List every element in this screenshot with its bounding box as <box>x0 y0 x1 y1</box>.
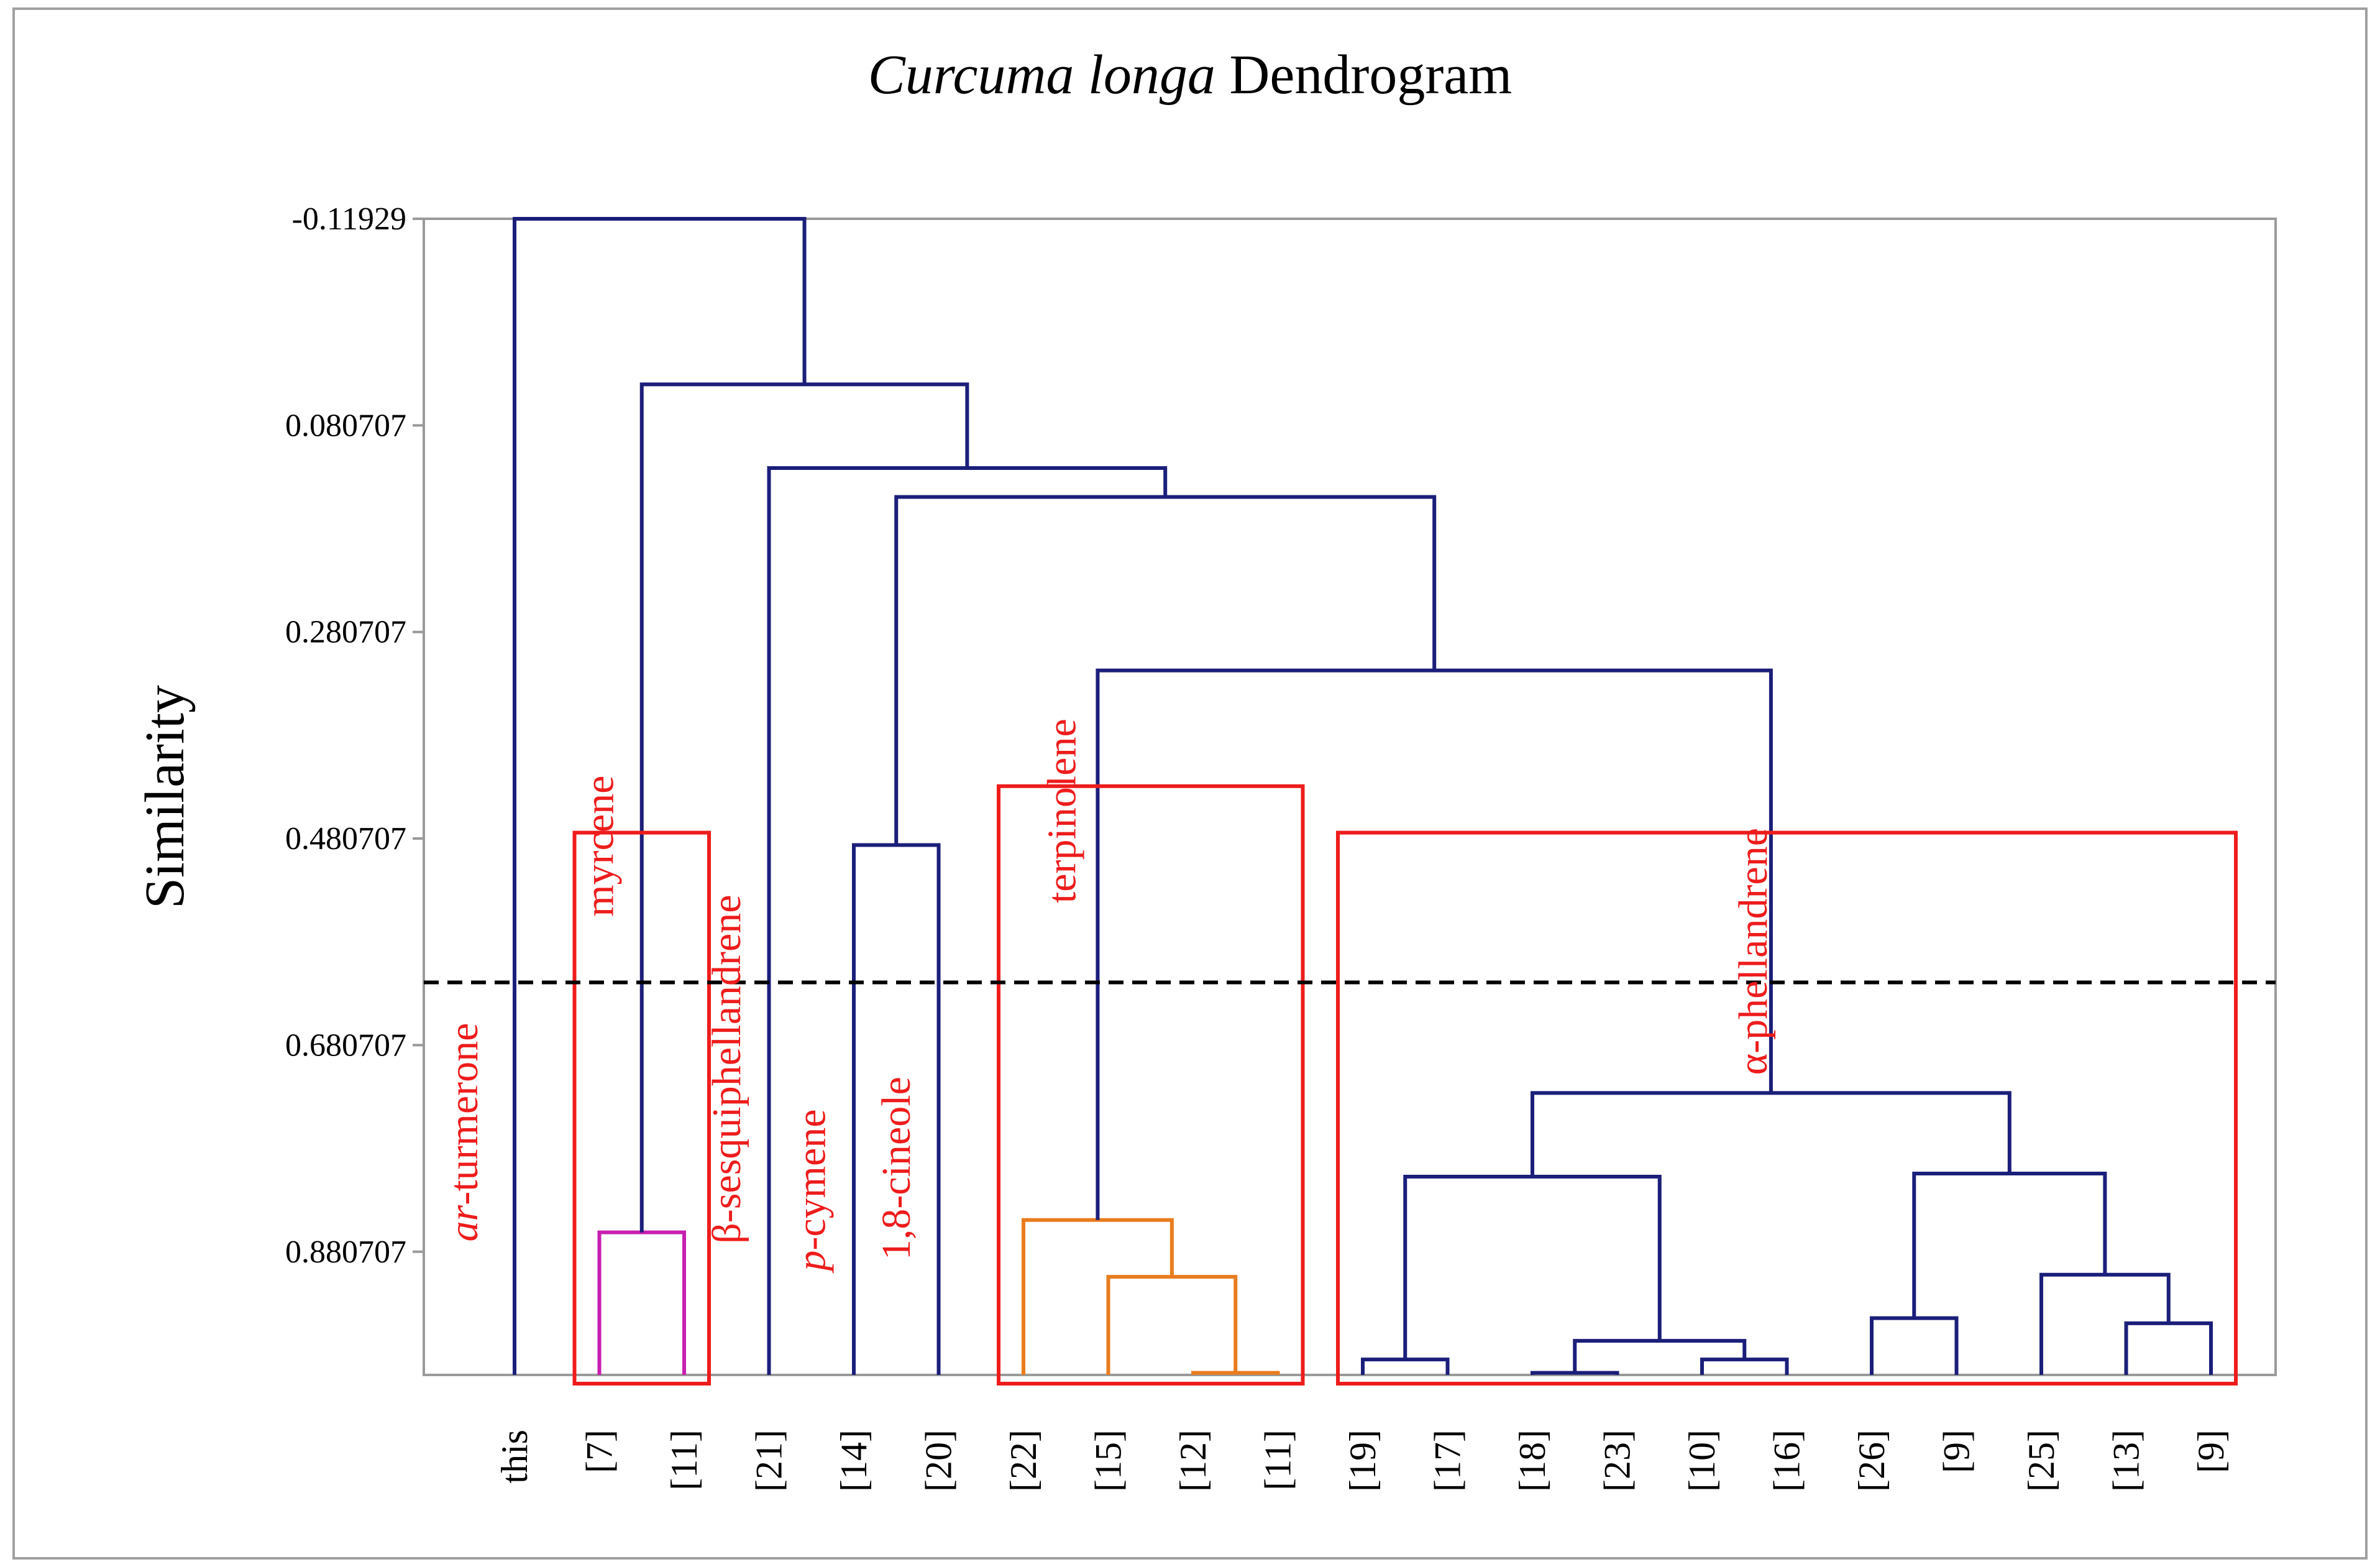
group-label: 1,8-cineole <box>874 1077 919 1260</box>
group-label: ar-turmerone <box>441 1023 487 1242</box>
leaf-label: [11] <box>1258 1430 1299 1491</box>
leaf-label: [21] <box>749 1430 790 1492</box>
y-tick-label: 0.280707 <box>285 615 406 650</box>
dendrogram-link <box>513 217 807 1375</box>
y-tick-label: 0.080707 <box>285 408 406 443</box>
leaf-label: this <box>494 1430 535 1484</box>
leaf-label: [26] <box>1851 1430 1892 1492</box>
leaf-label: [25] <box>2021 1430 2062 1492</box>
group-label: terpinolene <box>1039 719 1084 903</box>
leaf-label: [23] <box>1597 1430 1638 1492</box>
group-box <box>997 784 1305 1385</box>
group-label: α-phellandrene <box>1730 828 1775 1075</box>
leaf-label: [19] <box>1342 1430 1383 1492</box>
y-tick-label: 0.480707 <box>285 821 406 857</box>
x-axis-leaf-labels: this [7] [11] [21] [14] [20] [22] [15] [12] [11] [… <box>494 1430 2231 1492</box>
dendrogram-link <box>1191 1371 1280 1375</box>
leaf-label: [12] <box>1173 1430 1214 1492</box>
group-label: p-cymene <box>789 1109 834 1273</box>
plot-area <box>423 218 2277 1376</box>
leaf-label: [16] <box>1767 1430 1808 1492</box>
leaf-label: [7] <box>579 1430 620 1473</box>
leaf-label: [18] <box>1512 1430 1553 1492</box>
dendrogram-links <box>513 217 2213 1375</box>
y-axis-ticks: -0.11929 0.080707 0.280707 0.480707 0.680707… <box>285 201 424 1270</box>
leaf-label: [22] <box>1003 1430 1044 1492</box>
leaf-label: [9] <box>2190 1430 2231 1473</box>
group-box <box>572 830 711 1385</box>
y-axis-title: Similarity <box>134 685 196 909</box>
group-labels: ar-turmerone myrcene β-sesquiphellandrene p… <box>441 719 1776 1273</box>
leaf-label: [10] <box>1682 1430 1723 1492</box>
dendrogram-link <box>1531 1371 1619 1375</box>
group-boxes <box>572 784 2238 1385</box>
leaf-label: [15] <box>1088 1430 1129 1492</box>
leaf-label: [11] <box>664 1430 705 1491</box>
leaf-label: [13] <box>2106 1430 2147 1492</box>
group-box <box>1336 830 2238 1385</box>
group-label: myrcene <box>577 776 622 917</box>
group-label: β-sesquiphellandrene <box>704 894 749 1243</box>
leaf-label: [14] <box>833 1430 874 1492</box>
y-tick-label: 0.680707 <box>285 1027 406 1063</box>
y-tick-label: -0.11929 <box>292 201 406 237</box>
y-tick-label: 0.880707 <box>285 1234 406 1270</box>
leaf-label: [20] <box>918 1430 959 1492</box>
leaf-label: [9] <box>1936 1430 1977 1473</box>
chart-title: Curcuma longa Dendrogram <box>868 44 1513 106</box>
leaf-label: [17] <box>1427 1430 1468 1492</box>
outer-border <box>12 7 2368 1560</box>
